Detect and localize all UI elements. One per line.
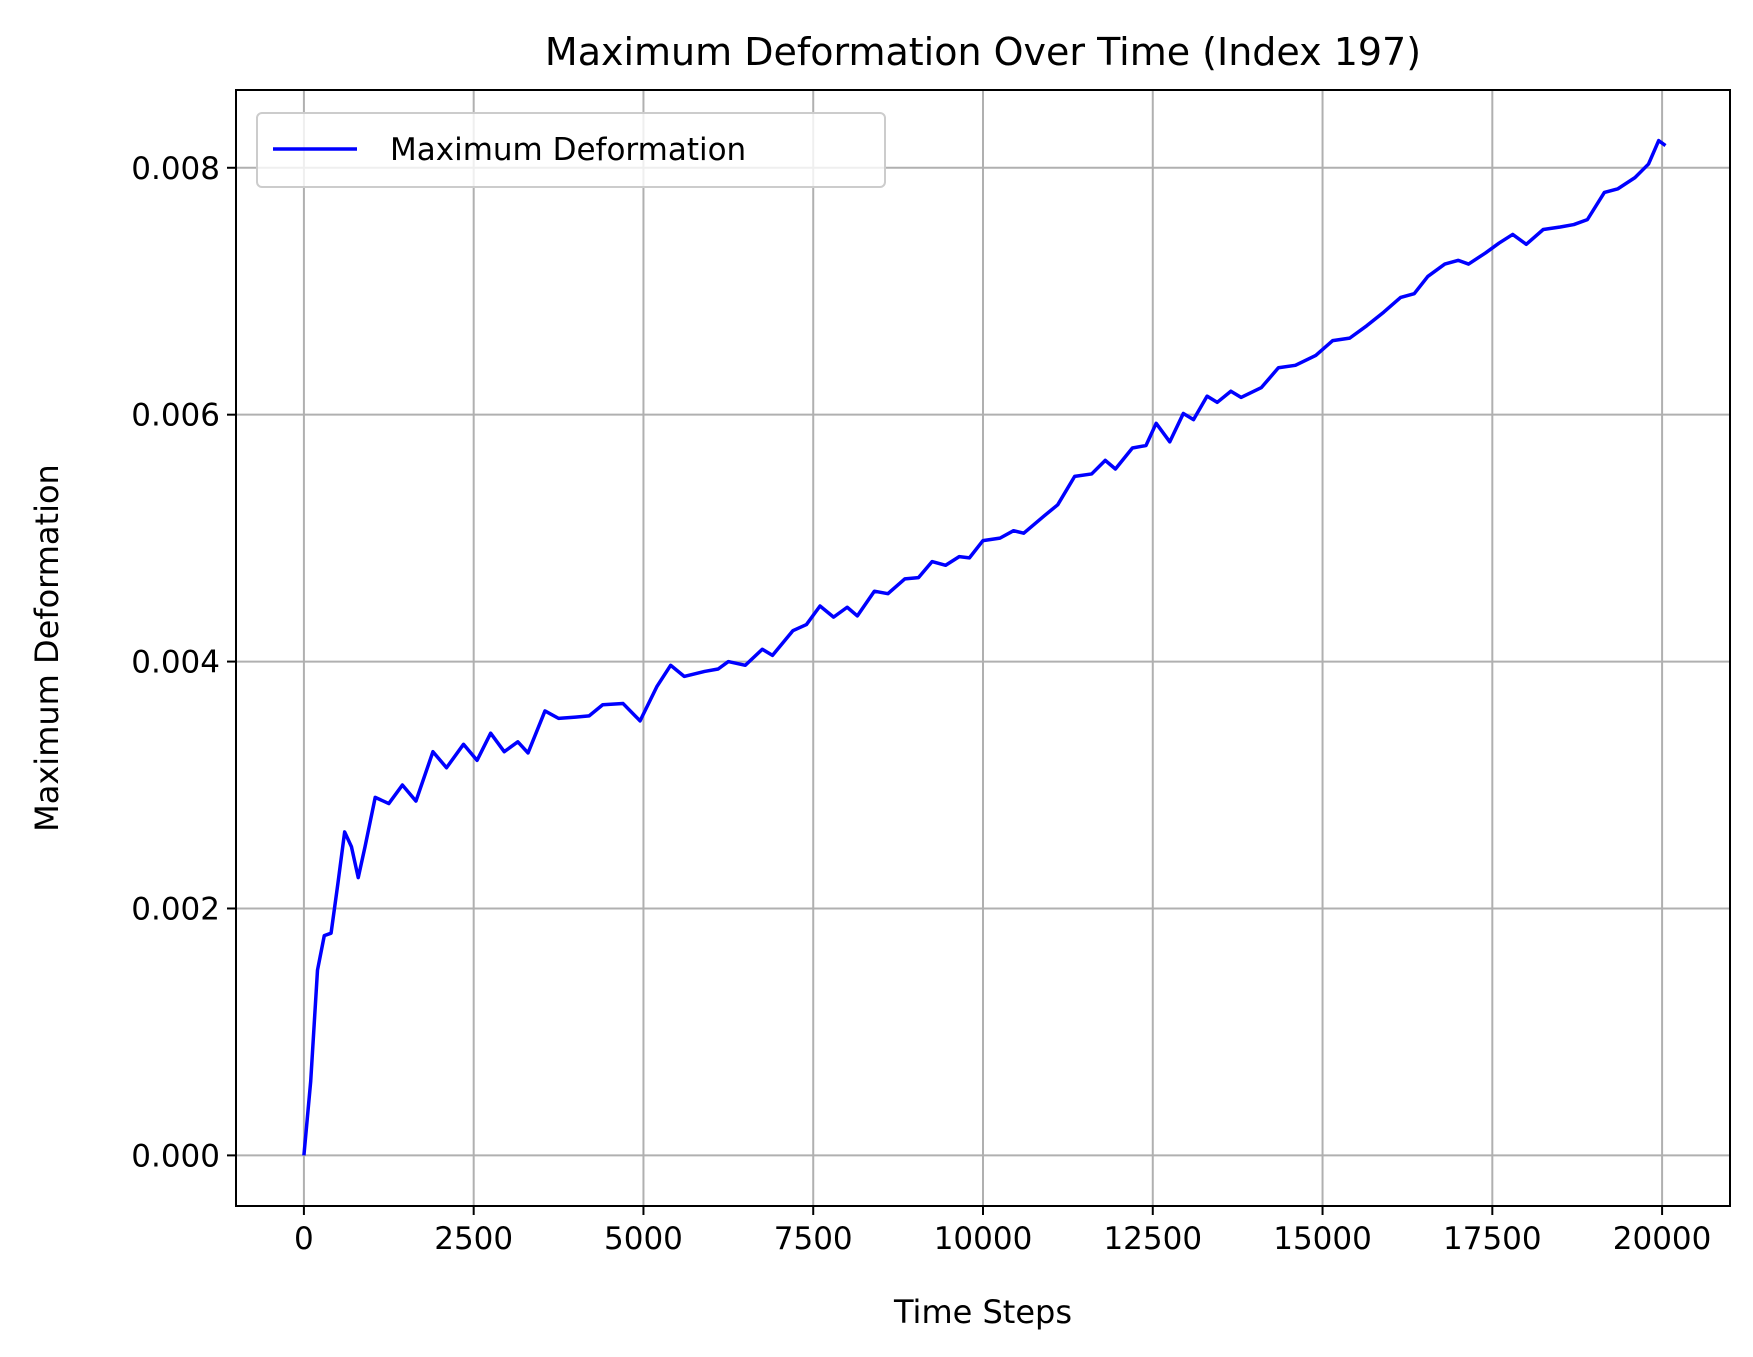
x-tick-label: 15000 xyxy=(1273,1221,1372,1257)
x-tick-label: 17500 xyxy=(1443,1221,1542,1257)
x-tick-label: 7500 xyxy=(774,1221,853,1257)
plot-frame xyxy=(235,89,1731,1207)
x-tick-label: 0 xyxy=(294,1221,314,1257)
x-axis-label: Time Steps xyxy=(893,1293,1072,1331)
legend: Maximum Deformation xyxy=(256,112,886,188)
chart-title: Maximum Deformation Over Time (Index 197… xyxy=(545,30,1421,74)
legend-box xyxy=(256,112,886,188)
y-tick-label: 0.008 xyxy=(131,151,220,187)
x-tick-label: 10000 xyxy=(934,1221,1033,1257)
x-tick-label: 12500 xyxy=(1103,1221,1202,1257)
x-tick-label: 5000 xyxy=(604,1221,683,1257)
y-tick-label: 0.000 xyxy=(131,1138,220,1174)
x-tick-label: 2500 xyxy=(434,1221,513,1257)
legend-label: Maximum Deformation xyxy=(390,132,746,168)
y-tick-label: 0.006 xyxy=(131,398,220,434)
y-axis-label: Maximum Deformation xyxy=(28,464,66,832)
data-line xyxy=(302,138,1667,1156)
y-tick-label: 0.002 xyxy=(131,891,220,927)
x-tick-label: 20000 xyxy=(1613,1221,1712,1257)
y-tick-label: 0.004 xyxy=(131,645,220,681)
